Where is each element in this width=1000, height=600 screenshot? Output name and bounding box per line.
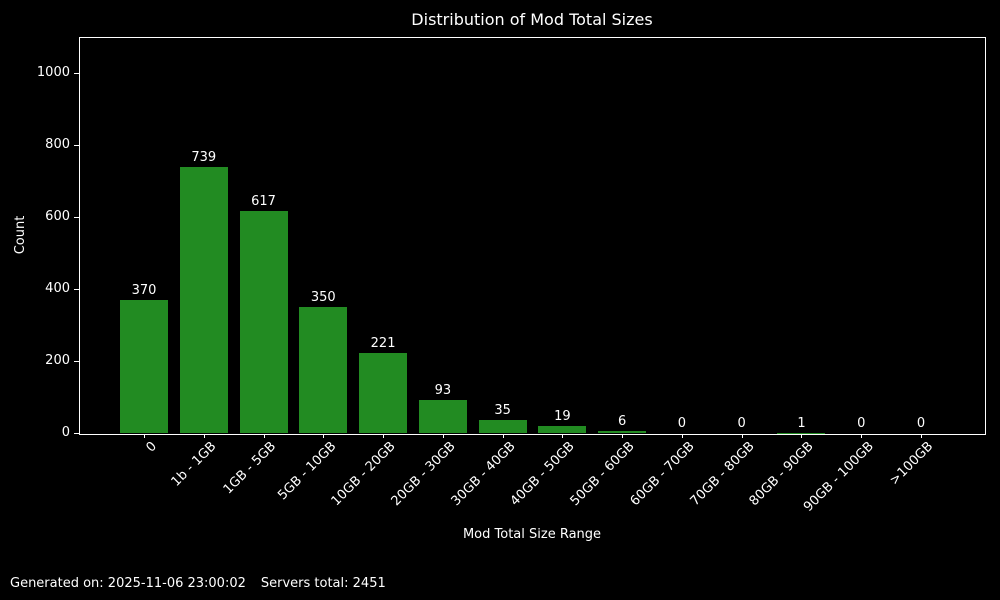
y-tick: [74, 288, 79, 290]
bar-value-label: 0: [677, 416, 687, 431]
x-tick-label: 1GB - 5GB: [220, 439, 280, 498]
y-tick: [74, 216, 79, 218]
bar: [538, 426, 587, 433]
x-tick: [801, 434, 803, 438]
y-tick-label: 600: [45, 209, 70, 224]
x-tick: [622, 434, 624, 438]
bar-value-label: 0: [857, 416, 866, 431]
y-tick: [74, 72, 79, 74]
x-tick: [323, 434, 325, 438]
footer-servers-total: Servers total: 2451: [260, 576, 386, 591]
bar-value-label: 0: [737, 416, 746, 431]
y-tick-label: 200: [45, 353, 70, 368]
x-tick: [442, 434, 444, 438]
x-tick-label: >100GB: [887, 439, 937, 489]
y-tick: [74, 432, 79, 434]
bar-value-label: 350: [310, 290, 336, 305]
x-tick: [861, 434, 863, 438]
footer: Generated on: 2025-11-06 23:00:02 Servers…: [10, 576, 386, 592]
bar-value-label: 93: [434, 382, 452, 398]
x-tick-label: 5GB - 10GB: [274, 439, 339, 504]
y-tick-label: 400: [45, 281, 70, 296]
x-axis-label: Mod Total Size Range: [462, 527, 602, 542]
y-tick: [74, 360, 79, 362]
y-tick-label: 1000: [36, 65, 70, 80]
x-tick: [502, 434, 504, 438]
bar: [598, 430, 647, 433]
footer-generated-on: Generated on: 2025-11-06 23:00:02: [10, 576, 246, 591]
x-tick: [203, 434, 205, 438]
bar-value-label: 739: [191, 149, 217, 165]
x-tick: [741, 434, 743, 438]
x-tick: [681, 434, 683, 438]
bar-value-label: 35: [494, 403, 511, 419]
x-tick: [383, 434, 385, 438]
x-tick: [263, 434, 265, 438]
bar-value-label: 6: [618, 413, 627, 429]
bar-value-label: 19: [554, 409, 571, 425]
y-tick-label: 800: [45, 137, 70, 152]
bar: [359, 353, 408, 433]
bar-value-label: 1: [797, 415, 806, 431]
bar: [418, 399, 467, 433]
bar: [478, 420, 527, 433]
bar: [299, 307, 348, 433]
x-tick: [562, 434, 564, 438]
bar: [120, 299, 168, 433]
bar: [239, 210, 288, 433]
bar-value-label: 0: [916, 416, 926, 431]
bar-value-label: 221: [370, 336, 396, 352]
y-tick-label: 0: [61, 425, 70, 440]
y-tick: [74, 144, 79, 146]
bar: [179, 166, 228, 433]
chart-title: Distribution of Mod Total Sizes: [411, 10, 653, 29]
x-tick: [144, 434, 145, 438]
x-tick-label: 0: [143, 439, 160, 456]
x-tick-label: 1b - 1GB: [168, 439, 220, 490]
bar-value-label: 617: [251, 193, 276, 209]
bar-value-label: 370: [131, 282, 157, 298]
x-tick: [921, 434, 922, 438]
